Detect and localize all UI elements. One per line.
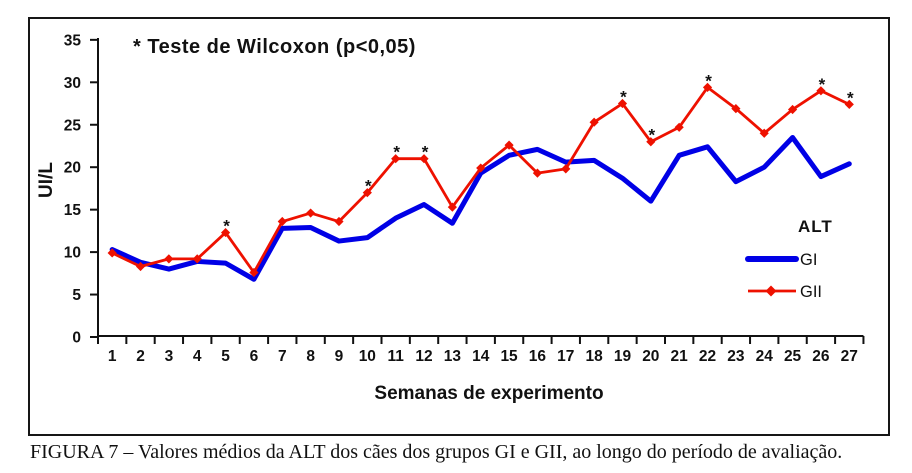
x-tick-label: 7 <box>278 348 287 365</box>
data-point-marker-gii <box>759 128 769 138</box>
significance-star: * <box>620 88 627 107</box>
data-point-marker-gii <box>249 267 259 278</box>
data-point-marker-gii <box>731 104 741 114</box>
data-point-marker-gii <box>220 227 231 238</box>
y-tick-label: 0 <box>72 330 81 347</box>
y-tick-label: 30 <box>64 75 81 92</box>
x-tick-label: 27 <box>841 348 858 365</box>
data-point-marker-gii <box>391 154 401 164</box>
significance-star: * <box>365 177 372 196</box>
x-tick-label: 22 <box>699 348 716 365</box>
x-tick-label: 15 <box>500 348 518 365</box>
data-point-marker-gii <box>787 104 798 115</box>
x-tick-label: 5 <box>221 348 230 365</box>
legend-title: ALT <box>798 217 833 236</box>
data-point-marker-gii <box>277 216 287 227</box>
x-tick-label: 8 <box>306 348 315 365</box>
significance-star: * <box>819 75 826 94</box>
x-tick-label: 20 <box>642 348 659 365</box>
data-point-marker-gii <box>674 122 684 132</box>
x-tick-label: 21 <box>671 348 689 365</box>
x-tick-label: 24 <box>756 348 774 365</box>
y-axis-title: UI/L <box>36 162 57 198</box>
data-point-marker-gii <box>164 254 174 264</box>
figure-caption: FIGURA 7 – Valores médios da ALT dos cãe… <box>30 441 843 463</box>
data-point-marker-gii <box>334 216 344 227</box>
significance-star: * <box>649 126 656 145</box>
y-tick-label: 10 <box>64 245 81 262</box>
x-tick-label: 2 <box>136 348 145 365</box>
x-tick-label: 26 <box>812 348 830 365</box>
data-point-marker-gii <box>362 188 372 198</box>
data-point-marker-gii <box>532 168 543 178</box>
significance-star: * <box>393 143 400 162</box>
data-point-marker-gii <box>192 254 202 264</box>
x-tick-label: 12 <box>415 348 432 365</box>
x-tick-label: 10 <box>359 348 376 365</box>
x-tick-label: 14 <box>472 348 490 365</box>
data-point-marker-gii <box>135 261 146 272</box>
x-tick-label: 9 <box>335 348 344 365</box>
data-point-marker-gii <box>646 137 656 147</box>
data-point-marker-gii <box>816 86 826 96</box>
x-tick-label: 13 <box>444 348 462 365</box>
y-tick-label: 5 <box>72 287 81 304</box>
data-point-marker-gii <box>476 163 486 173</box>
x-tick-label: 1 <box>108 348 117 365</box>
x-tick-label: 23 <box>727 348 745 365</box>
legend: ALT GI GII <box>745 217 833 301</box>
y-tick-label: 20 <box>64 160 81 177</box>
x-tick-label: 17 <box>557 348 574 365</box>
data-point-marker-gii <box>504 140 514 150</box>
data-point-marker-gii <box>617 98 628 109</box>
legend-gii-label: GII <box>800 283 822 301</box>
data-point-marker-gii <box>419 154 429 164</box>
x-tick-label: 6 <box>250 348 259 365</box>
chart-frame <box>28 17 890 436</box>
x-tick-label: 4 <box>193 348 202 365</box>
significance-star: * <box>705 71 712 90</box>
legend-gi-label: GI <box>800 251 817 269</box>
x-axis-title: Semanas de experimento <box>374 383 603 404</box>
x-tick-label: 25 <box>784 348 802 365</box>
y-tick-label: 25 <box>64 117 82 134</box>
data-point-marker-gii <box>702 82 713 92</box>
y-tick-label: 35 <box>64 32 82 49</box>
data-point-marker-gii <box>107 248 117 258</box>
significance-star: * <box>223 217 230 236</box>
data-point-marker-gii <box>589 117 599 127</box>
x-tick-label: 19 <box>614 348 632 365</box>
data-point-marker-gii <box>306 208 316 218</box>
x-tick-label: 16 <box>529 348 547 365</box>
x-tick-label: 18 <box>586 348 604 365</box>
data-point-marker-gii <box>844 99 854 109</box>
x-tick-label: 11 <box>387 348 404 365</box>
wilcoxon-annotation: * Teste de Wilcoxon (p<0,05) <box>133 36 416 58</box>
significance-star: * <box>847 88 854 107</box>
x-tick-label: 3 <box>165 348 174 365</box>
data-point-marker-gii <box>447 202 457 212</box>
significance-star: * <box>422 143 429 162</box>
y-tick-label: 15 <box>64 202 82 219</box>
data-point-marker-gii <box>561 164 571 174</box>
series-line-gi <box>109 134 852 282</box>
legend-gii-marker <box>765 285 777 297</box>
